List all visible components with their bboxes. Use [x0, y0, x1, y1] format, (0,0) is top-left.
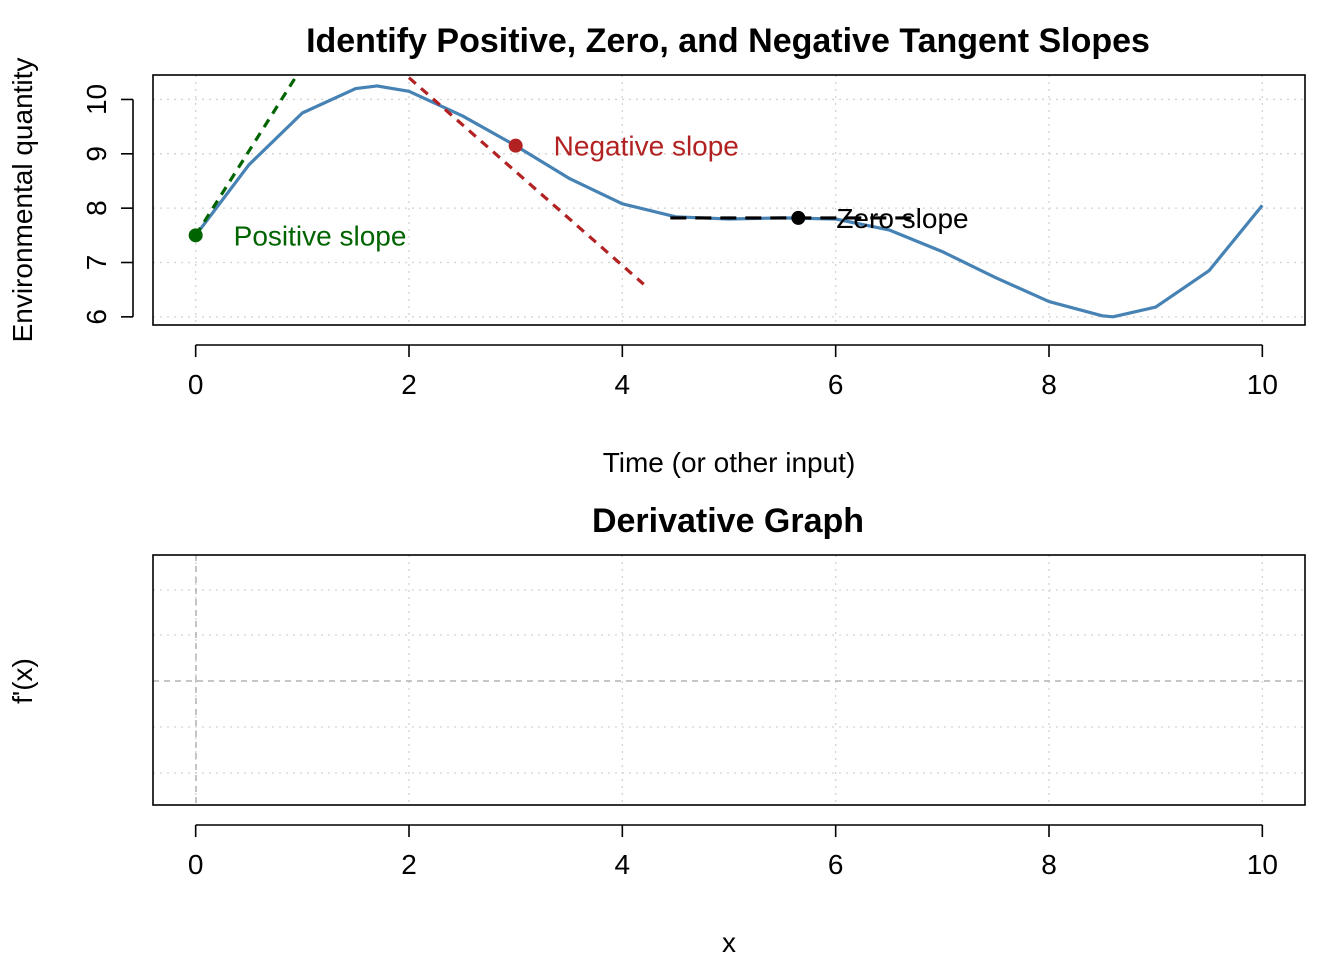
top-y-axis-label: Environmental quantity — [7, 58, 38, 343]
bottom-panel: Derivative Graph 0 2 4 6 8 10 x f'(x) — [7, 502, 1306, 958]
tangent-point-0 — [188, 228, 203, 243]
tangent-point-label-1: Negative slope — [554, 131, 739, 162]
tangent-point-label-2: Zero slope — [836, 203, 968, 234]
bottom-grid — [153, 555, 1305, 805]
bottom-x-tick-label: 0 — [188, 849, 204, 880]
top-y-tick-label: 8 — [81, 200, 112, 216]
top-x-tick-label: 6 — [828, 369, 844, 400]
tangent-point-1 — [508, 138, 523, 153]
top-x-tick-label: 2 — [401, 369, 417, 400]
bottom-x-axis-label: x — [722, 927, 736, 958]
tangent-line-1 — [407, 76, 645, 286]
tangent-point-label-0: Positive slope — [234, 220, 407, 251]
bottom-x-tick-label: 8 — [1041, 849, 1057, 880]
function-curve — [194, 84, 1264, 319]
top-panel: Identify Positive, Zero, and Negative Ta… — [7, 22, 1306, 478]
bottom-x-tick-label: 10 — [1247, 849, 1278, 880]
top-grid — [153, 75, 1305, 325]
top-x-axis-label: Time (or other input) — [603, 447, 856, 478]
top-plot-frame — [152, 74, 1306, 326]
top-chart-title: Identify Positive, Zero, and Negative Ta… — [306, 22, 1150, 60]
top-x-tick-label: 0 — [188, 369, 204, 400]
tangent-point-2 — [791, 210, 806, 225]
bottom-x-tick-label: 6 — [828, 849, 844, 880]
bottom-x-tick-label: 2 — [401, 849, 417, 880]
tangent-lines — [194, 74, 916, 286]
top-y-tick-label: 9 — [81, 146, 112, 162]
bottom-plot-frame — [152, 554, 1306, 806]
top-x-axis: 0 2 4 6 8 10 — [188, 344, 1278, 400]
top-y-tick-label: 6 — [81, 309, 112, 325]
top-x-tick-label: 10 — [1247, 369, 1278, 400]
bottom-x-axis: 0 2 4 6 8 10 — [188, 824, 1278, 880]
top-x-tick-label: 4 — [615, 369, 631, 400]
top-y-tick-label: 10 — [81, 84, 112, 115]
bottom-x-tick-label: 4 — [615, 849, 631, 880]
top-y-tick-label: 7 — [81, 255, 112, 271]
top-x-tick-label: 8 — [1041, 369, 1057, 400]
bottom-chart-title: Derivative Graph — [592, 502, 864, 540]
top-y-axis: 6 7 8 9 10 — [81, 84, 134, 325]
bottom-y-axis-label: f'(x) — [7, 658, 38, 704]
tangent-points: Positive slope Negative slope Zero slope — [188, 131, 969, 251]
